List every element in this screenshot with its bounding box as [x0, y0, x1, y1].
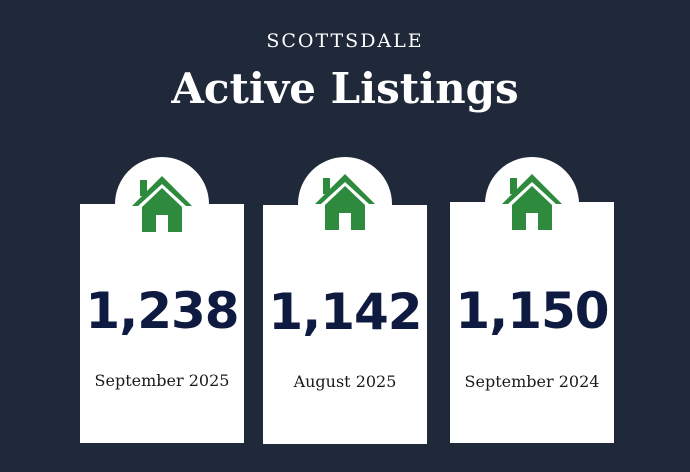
- stat-card-september-2024: 1,150 September 2024: [450, 202, 614, 443]
- house-icon: [315, 174, 375, 230]
- stat-period-label: September 2025: [94, 371, 230, 390]
- stat-period-label: September 2024: [464, 372, 600, 391]
- page-title: Active Listings: [171, 64, 519, 113]
- city-label: SCOTTSDALE: [266, 30, 424, 52]
- stat-card-september-2025: 1,238 September 2025: [80, 204, 244, 443]
- house-icon: [132, 176, 192, 232]
- stat-value: 1,150: [455, 282, 609, 340]
- stat-value: 1,238: [85, 282, 239, 340]
- stat-card-august-2025: 1,142 August 2025: [263, 205, 427, 444]
- stat-value: 1,142: [268, 283, 422, 341]
- stat-period-label: August 2025: [293, 372, 397, 391]
- house-icon: [502, 174, 562, 230]
